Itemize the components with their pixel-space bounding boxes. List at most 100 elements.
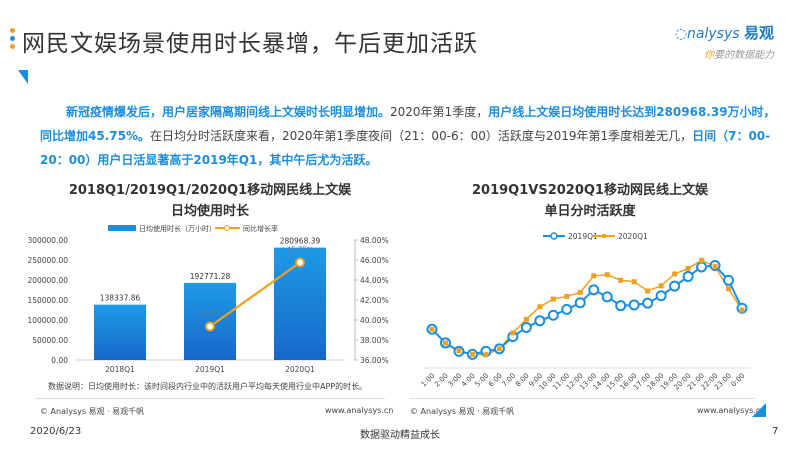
series-line-2019Q1 [431, 264, 743, 356]
x-tick-label: 4:00 [460, 372, 477, 389]
point-2019 [696, 261, 708, 273]
divider [410, 398, 755, 399]
x-tick-label: 6:00 [487, 372, 504, 389]
point-2019 [669, 280, 681, 292]
point-2020 [672, 271, 678, 277]
point-2019 [534, 315, 546, 327]
chart1-title-block: 2018Q1/2019Q1/2020Q1移动网民线上文娱 日均使用时长 [30, 180, 390, 222]
y2-tick-label: 40.00% [360, 316, 389, 325]
x-tick-label: 3:00 [447, 372, 464, 389]
logo-slogan-first: 你 [704, 50, 714, 61]
growth-point [295, 257, 305, 268]
logo-cn: 易观 [743, 24, 774, 42]
point-2020 [510, 330, 516, 336]
point-2020 [469, 351, 475, 357]
page-title: 网民文娱场景使用时长暴增，午后更加活跃 [22, 31, 478, 57]
y2-tick-label: 36.00% [360, 356, 389, 365]
point-2019 [588, 284, 600, 296]
y-tick-label: 250000.00 [27, 256, 68, 265]
growth-label: 39.35% [197, 310, 224, 318]
x-tick-label: 2020Q1 [285, 365, 315, 374]
chart2-source: © Analysys 易观 · 易观千帆 [410, 407, 515, 416]
y-tick-label: 200000.00 [27, 276, 68, 285]
point-2019 [574, 297, 586, 309]
y-tick-label: 150000.00 [27, 296, 68, 305]
series-line-2020Q1 [431, 259, 743, 356]
x-tick-label: 2019Q1 [195, 365, 225, 374]
bar-value-label: 138337.86 [100, 294, 141, 303]
legend-2020-marker [602, 234, 606, 238]
legend-bar-swatch [108, 225, 136, 231]
para-s1: 新冠疫情爆发后，用户居家隔离期间线上文娱时长明显增加。 [66, 105, 391, 119]
logo-text: nalysys [687, 26, 740, 42]
point-2020 [604, 272, 610, 278]
point-2020 [456, 348, 462, 354]
y-tick-label: 300000.00 [27, 236, 68, 245]
legend-bar-label: 日均使用时长（万小时） [139, 224, 216, 233]
point-2020 [739, 307, 745, 313]
growth-label: 45.75% [287, 246, 314, 254]
point-2019 [655, 290, 667, 302]
para-s3: 用户线上文娱日均使用时长达到280968.39万小时，同比增加45.75%。 [40, 105, 776, 143]
page-number: 7 [772, 426, 779, 437]
point-2020 [483, 352, 489, 358]
para-s4: 在日均分时活跃度来看，2020年第1季度夜间（21：00-6：00）活跃度与20… [149, 129, 693, 143]
x-tick-label: 0:00 [730, 372, 747, 389]
chart1-subtitle: 日均使用时长 [170, 204, 249, 219]
point-2019 [628, 299, 640, 311]
x-tick-label: 2:00 [433, 372, 450, 389]
logo-slogan: 要的数据能力 [714, 50, 774, 61]
point-2020 [712, 264, 718, 270]
bar [94, 304, 146, 360]
point-2020 [564, 293, 570, 299]
x-tick-label: 7:00 [501, 372, 518, 389]
summary-paragraph: 新冠疫情爆发后，用户居家隔离期间线上文娱时长明显增加。2020年第1季度，用户线… [40, 100, 780, 172]
legend-line-label: 同比增长率 [243, 224, 278, 233]
chart1-svg: 日均使用时长（万小时） 同比增长率 0.00 50000.00 100000.00 150… [27, 224, 389, 374]
corner-triangle-icon [752, 403, 766, 417]
legend-2019-marker [550, 232, 558, 240]
point-2020 [685, 265, 691, 271]
point-2020 [631, 279, 637, 285]
title-dots-icon [10, 28, 15, 52]
point-2019 [615, 300, 627, 312]
point-2020 [645, 288, 651, 294]
analysys-logo: ◌nalysys 易观 你要的数据能力 [674, 24, 774, 61]
point-2020 [496, 346, 502, 352]
y-tick-label: 50000.00 [32, 336, 68, 345]
chart2-svg: 2019Q1 2020Q1 1:002:003:004:005:006:007:00… [420, 232, 750, 392]
point-2020 [591, 273, 597, 279]
point-2020 [537, 304, 543, 310]
y2-tick-label: 44.00% [360, 276, 389, 285]
chart1-title: 2018Q1/2019Q1/2020Q1移动网民线上文娱 [68, 183, 352, 198]
bar-value-label: 192771.28 [190, 272, 231, 281]
y2-tick-label: 42.00% [360, 296, 389, 305]
x-tick-label: 2018Q1 [105, 365, 135, 374]
chart2-subtitle: 单日分时活跃度 [544, 204, 636, 219]
bar-value-label: 280968.39 [280, 237, 321, 246]
point-2019 [642, 297, 654, 309]
chart1-url: www.analysys.cn [325, 406, 394, 415]
point-2019 [547, 309, 559, 321]
point-2019 [682, 271, 694, 283]
chart2-url: www.analysys.cn [697, 406, 766, 415]
chart1-note: 数据说明：日均使用时长：该时间段内行业中的活跃用户平均每天使用行业中APP的时长… [48, 382, 368, 391]
y-tick-label: 100000.00 [27, 316, 68, 325]
point-2020 [726, 286, 732, 292]
corner-triangle-icon [18, 70, 28, 84]
chart1-source: © Analysys 易观 · 易观千帆 [40, 407, 145, 416]
point-2020 [442, 340, 448, 346]
y-tick-label: 0.00 [51, 356, 68, 365]
chart2-title-block: 2019Q1VS2020Q1移动网民线上文娱 单日分时活跃度 [420, 180, 760, 222]
y2-tick-label: 46.00% [360, 256, 389, 265]
y2-tick-label: 48.00% [360, 236, 389, 245]
footer-date: 2020/6/23 [30, 426, 82, 437]
growth-line [209, 261, 301, 328]
point-2020 [618, 277, 624, 283]
legend-line-marker [224, 225, 230, 231]
point-2019 [601, 291, 613, 303]
point-2019 [723, 274, 735, 286]
point-2020 [523, 316, 529, 322]
para-s5: 日间（7：00-20：00）用户日活显著高于2019年Q1，其中午后尤为活跃。 [40, 129, 771, 167]
point-2020 [577, 289, 583, 295]
